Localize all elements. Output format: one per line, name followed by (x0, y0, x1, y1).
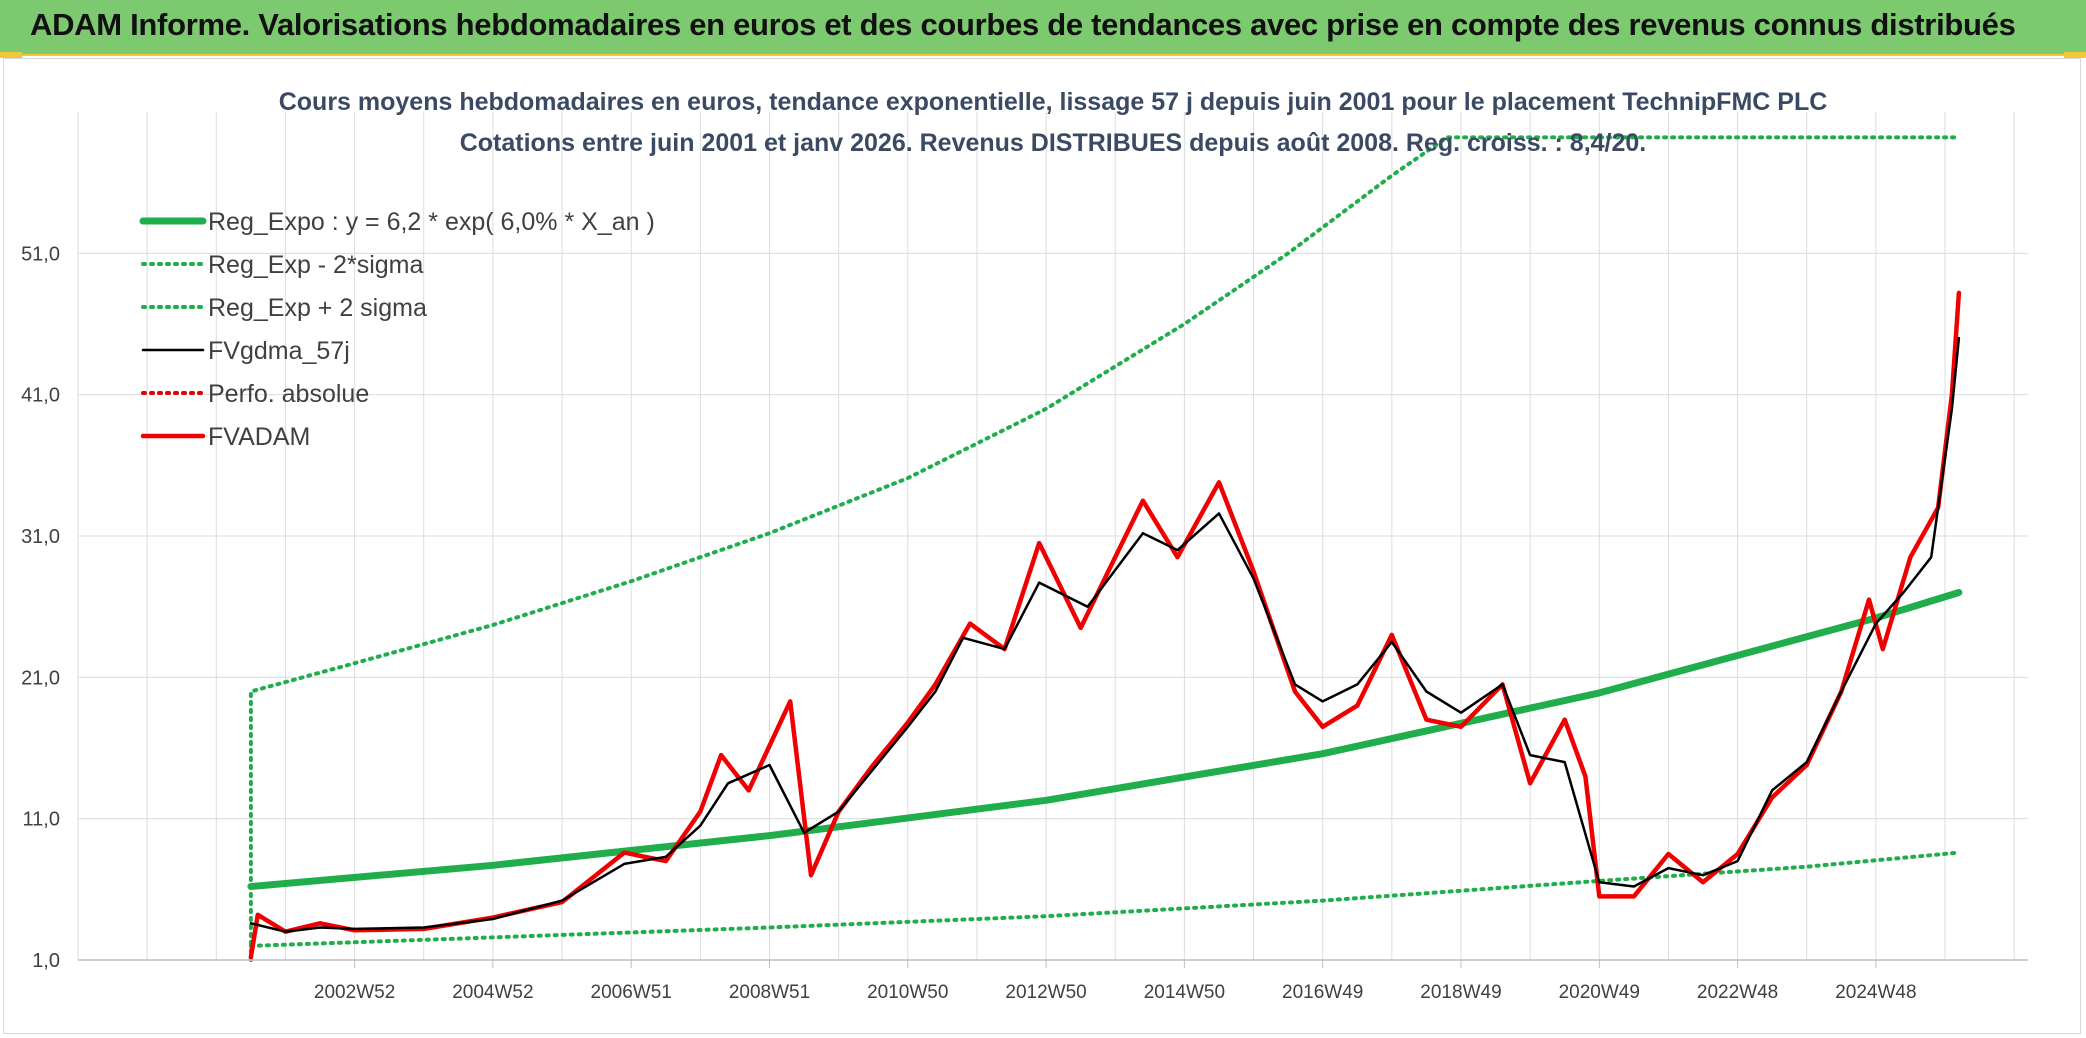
chart-subtitle-line-2: Cotations entre juin 2001 et janv 2026. … (460, 129, 1647, 157)
x-axis: 2002W52 2004W52 2006W51 2008W51 2010W50 2012W… (78, 959, 2028, 1003)
y-tick-label: 11,0 (23, 809, 60, 831)
grid (77, 112, 2028, 961)
y-tick-label: 21,0 (21, 667, 60, 689)
chart-subtitle-line-1: Cours moyens hebdomadaires en euros, ten… (279, 88, 1828, 116)
legend-label: Perfo. absolue (208, 380, 369, 408)
chart-frame (3, 58, 2081, 1034)
series-line-2 (248, 135, 1961, 962)
legend-label: FVADAM (208, 423, 310, 451)
x-tick-label: 2014W50 (1144, 982, 1225, 1003)
y-tick-label: 31,0 (21, 526, 60, 548)
series-layer (247, 135, 1963, 962)
series-line-1 (248, 850, 1961, 948)
y-tick-label: 41,0 (21, 385, 60, 407)
legend-label: Reg_Exp + 2 sigma (208, 294, 427, 322)
corner-accent-left (0, 52, 22, 58)
y-tick-label: 51,0 (21, 243, 60, 265)
series-line-0 (247, 589, 1963, 890)
corner-accent-right (2064, 52, 2086, 58)
legend-label: FVgdma_57j (208, 337, 350, 365)
x-tick-label: 2024W48 (1835, 982, 1916, 1003)
x-tick-label: 2008W51 (729, 982, 810, 1003)
series-line-5 (248, 290, 1962, 960)
banner-title: ADAM Informe. Valorisations hebdomadaire… (30, 7, 2016, 42)
series-line-3 (249, 336, 1961, 933)
title-banner: ADAM Informe. Valorisations hebdomadaire… (0, 0, 2086, 56)
x-tick-label: 2012W50 (1005, 982, 1086, 1003)
x-tick-label: 2004W52 (452, 982, 533, 1003)
legend-label: Reg_Expo : y = 6,2 * exp( 6,0% * X_an ) (208, 208, 655, 236)
legend: Reg_Expo : y = 6,2 * exp( 6,0% * X_an ) R… (139, 208, 655, 451)
x-tick-label: 2002W52 (314, 982, 395, 1003)
x-tick-label: 2010W50 (867, 982, 948, 1003)
legend-label: Reg_Exp - 2*sigma (208, 251, 423, 279)
x-tick-label: 2018W49 (1420, 982, 1501, 1003)
y-tick-label: 1,0 (32, 950, 60, 972)
y-axis: 1,0 11,0 21,0 31,0 41,0 51,0 (21, 243, 60, 972)
x-tick-label: 2020W49 (1559, 982, 1640, 1003)
x-tick-label: 2016W49 (1282, 982, 1363, 1003)
x-tick-label: 2022W48 (1697, 982, 1778, 1003)
x-tick-label: 2006W51 (591, 982, 672, 1003)
